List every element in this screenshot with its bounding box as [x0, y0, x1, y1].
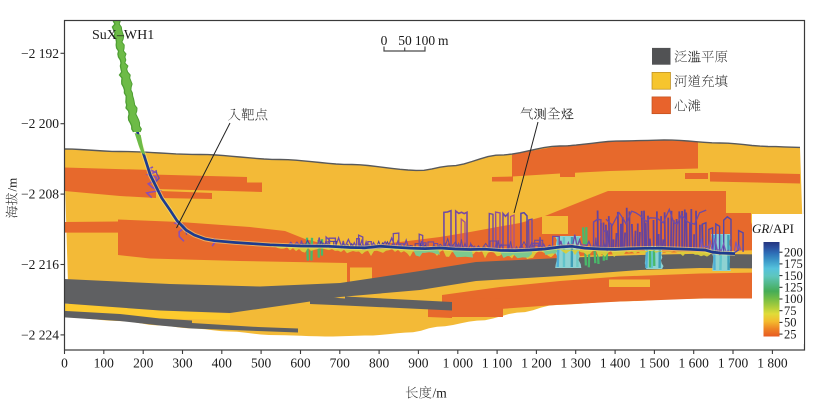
svg-text:400: 400: [212, 356, 233, 371]
svg-text:−2 200: −2 200: [21, 116, 59, 131]
svg-text:GR/API: GR/API: [752, 221, 794, 236]
svg-text:100: 100: [784, 292, 803, 306]
svg-text:50: 50: [784, 316, 797, 330]
svg-text:300: 300: [172, 356, 193, 371]
svg-text:200: 200: [133, 356, 154, 371]
svg-text:100: 100: [94, 356, 115, 371]
svg-text:1 100: 1 100: [482, 356, 513, 371]
svg-text:125: 125: [784, 281, 803, 295]
svg-text:/m: /m: [5, 178, 20, 192]
svg-text:1 800: 1 800: [757, 356, 788, 371]
svg-text:1 700: 1 700: [718, 356, 749, 371]
svg-text:600: 600: [290, 356, 311, 371]
svg-text:700: 700: [330, 356, 351, 371]
svg-text:1 300: 1 300: [561, 356, 592, 371]
svg-text:1 000: 1 000: [443, 356, 474, 371]
svg-text:1 500: 1 500: [639, 356, 670, 371]
svg-text:175: 175: [784, 257, 803, 271]
svg-text:50: 50: [398, 33, 412, 48]
svg-text:SuX–WH1: SuX–WH1: [92, 28, 154, 43]
svg-text:−2 208: −2 208: [21, 187, 59, 202]
svg-text:500: 500: [251, 356, 272, 371]
svg-text:m: m: [438, 33, 449, 48]
svg-text:0: 0: [381, 33, 388, 48]
svg-text:200: 200: [784, 245, 803, 259]
svg-text:150: 150: [784, 269, 803, 283]
svg-text:75: 75: [784, 304, 797, 318]
svg-text:100: 100: [415, 33, 436, 48]
svg-text:−2 192: −2 192: [21, 46, 59, 61]
svg-text:−2 216: −2 216: [21, 257, 59, 272]
svg-text:1 200: 1 200: [521, 356, 552, 371]
svg-text:1 600: 1 600: [679, 356, 710, 371]
svg-text:25: 25: [784, 327, 797, 341]
svg-text:0: 0: [61, 356, 68, 371]
svg-text:−2 224: −2 224: [21, 327, 59, 342]
svg-text:800: 800: [369, 356, 390, 371]
svg-text:1 400: 1 400: [600, 356, 631, 371]
svg-text:900: 900: [408, 356, 429, 371]
svg-text:/m: /m: [433, 386, 448, 401]
